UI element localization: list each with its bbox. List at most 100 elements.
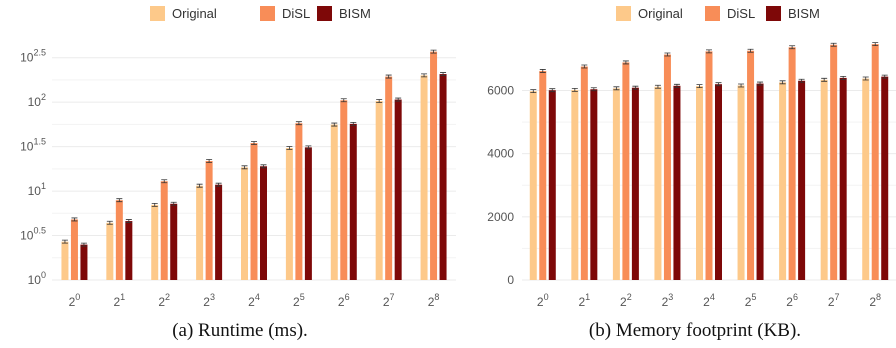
x-tick-label: 21 xyxy=(578,292,590,309)
error-bar xyxy=(706,49,712,54)
x-tick-label-exponent: 5 xyxy=(300,292,305,302)
bar-bism xyxy=(548,90,556,280)
y-tick-label: 102 xyxy=(28,92,46,109)
error-bar xyxy=(340,98,347,103)
bars xyxy=(61,49,447,281)
bar-disl xyxy=(580,66,588,281)
error-bar xyxy=(421,73,428,78)
x-tick-label: 20 xyxy=(537,292,549,309)
error-bar xyxy=(260,164,267,169)
bar-bism xyxy=(304,147,312,280)
x-tick-label-base: 2 xyxy=(662,295,669,309)
y-tick-label: 101 xyxy=(28,181,46,198)
x-tick-label-exponent: 0 xyxy=(75,292,80,302)
y-tick-label: 0 xyxy=(507,273,514,287)
bar-disl xyxy=(295,123,303,280)
bar-bism xyxy=(215,184,223,280)
y-tick-label-base: 10 xyxy=(20,140,34,154)
x-tick-label-base: 2 xyxy=(338,295,345,309)
x-tick-label-base: 2 xyxy=(113,295,120,309)
y-tick-label: 101.5 xyxy=(20,137,46,154)
bar-disl xyxy=(340,100,348,280)
y-tick-labels: 0 2000 4000 6000 xyxy=(487,84,514,287)
x-tick-label-exponent: 7 xyxy=(390,292,395,302)
error-bar xyxy=(571,87,578,92)
bar-original xyxy=(196,185,204,280)
bar-original xyxy=(737,85,745,280)
bar-original xyxy=(151,204,159,280)
legend-item: Original xyxy=(616,6,683,21)
x-tick-label-base: 2 xyxy=(745,295,752,309)
bar-bism xyxy=(839,77,847,280)
legend-label: BISM xyxy=(788,6,820,21)
bar-original xyxy=(654,86,662,280)
x-tick-label-exponent: 7 xyxy=(835,292,840,302)
x-tick-label-base: 2 xyxy=(786,295,793,309)
bar-original xyxy=(696,86,703,281)
bar-bism xyxy=(349,123,357,280)
legend-label: BISM xyxy=(339,6,371,21)
y-tick-label-exponent: 0.5 xyxy=(33,226,46,236)
bar-bism xyxy=(394,99,402,280)
legend-swatch xyxy=(766,6,781,21)
x-tick-label: 26 xyxy=(786,292,798,309)
error-bar xyxy=(151,202,158,207)
x-tick-label: 21 xyxy=(113,292,125,309)
legend-swatch xyxy=(150,6,165,21)
y-tick-label: 4000 xyxy=(487,147,514,161)
x-tick-labels: 20 21 22 23 24 25 26 27 28 xyxy=(69,292,440,309)
legend-item: BISM xyxy=(766,6,820,21)
x-tick-label: 24 xyxy=(248,292,260,309)
bar-disl xyxy=(871,44,879,281)
x-tick-label-base: 2 xyxy=(578,295,585,309)
y-tick-label-exponent: 1 xyxy=(41,181,46,191)
bar-bism xyxy=(756,83,764,280)
error-bar xyxy=(395,97,402,102)
bar-bism xyxy=(80,244,88,280)
y-tick-label-base: 10 xyxy=(20,51,34,65)
y-tick-label: 100 xyxy=(28,270,46,287)
bar-original xyxy=(61,241,69,280)
error-bar xyxy=(71,217,78,222)
x-tick-label-exponent: 5 xyxy=(751,292,756,302)
y-tick-label: 6000 xyxy=(487,84,514,98)
error-bar xyxy=(632,85,639,90)
bar-original xyxy=(241,167,248,280)
error-bar xyxy=(696,84,703,89)
x-tick-label-base: 2 xyxy=(703,295,710,309)
bar-original xyxy=(571,89,579,280)
x-tick-label: 24 xyxy=(703,292,715,309)
error-bar xyxy=(125,219,132,223)
error-bar xyxy=(350,121,357,126)
x-tick-label-base: 2 xyxy=(537,295,544,309)
legend-label: Original xyxy=(172,6,217,21)
x-tick-label-base: 2 xyxy=(293,295,300,309)
bar-disl xyxy=(250,143,258,280)
y-tick-label-base: 10 xyxy=(28,95,42,109)
x-tick-label-exponent: 4 xyxy=(255,292,260,302)
error-bar xyxy=(206,159,213,163)
error-bar xyxy=(673,83,680,88)
y-tick-label: 100.5 xyxy=(20,226,46,243)
error-bar xyxy=(385,74,392,79)
error-bar xyxy=(106,220,113,225)
error-bar xyxy=(779,80,786,85)
bar-bism xyxy=(881,76,889,280)
x-tick-label-base: 2 xyxy=(869,295,876,309)
bar-disl xyxy=(788,47,796,281)
y-tick-label-base: 10 xyxy=(28,273,42,287)
bar-disl xyxy=(663,54,671,280)
error-bar xyxy=(241,165,248,170)
legend-item: BISM xyxy=(317,6,371,21)
bar-bism xyxy=(170,203,178,280)
bar-original xyxy=(820,79,828,280)
bar-original xyxy=(285,148,293,280)
x-tick-label-base: 2 xyxy=(158,295,165,309)
error-bar xyxy=(590,87,597,92)
y-tick-label-exponent: 2 xyxy=(41,92,46,102)
error-bar xyxy=(170,201,177,206)
x-tick-label: 23 xyxy=(203,292,215,309)
bar-bism xyxy=(260,166,267,280)
y-tick-label-base: 10 xyxy=(20,229,34,243)
